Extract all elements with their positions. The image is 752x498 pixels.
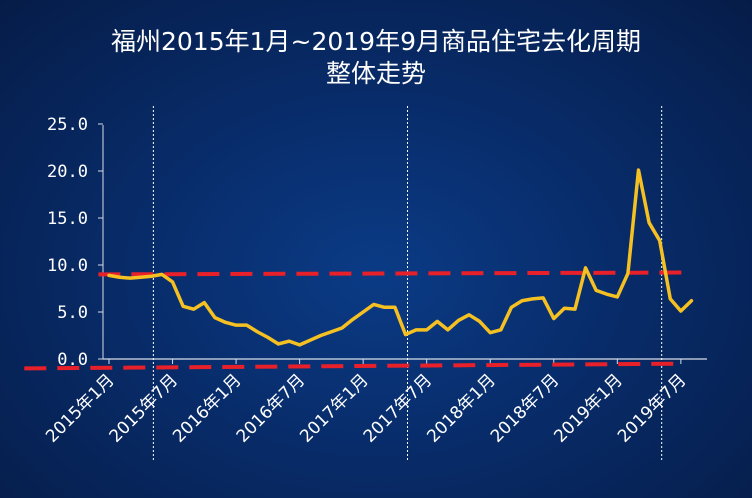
series-point [351, 318, 354, 321]
chart-title: 福州2015年1月~2019年9月商品住宅去化周期 整体走势 [0, 26, 752, 90]
series-point [362, 311, 364, 313]
series-point [669, 298, 672, 300]
series-point [372, 303, 375, 306]
series-point [627, 272, 629, 275]
series-point [118, 276, 121, 279]
series-point [584, 267, 587, 269]
series-point [680, 310, 682, 312]
series-point [394, 306, 396, 309]
series-point [415, 329, 417, 331]
series-point [521, 299, 523, 302]
series-point [552, 317, 555, 320]
chart-title-line-1: 福州2015年1月~2019年9月商品住宅去化周期 [110, 27, 641, 56]
series-point [637, 169, 640, 171]
series-point [288, 340, 290, 342]
series-point [235, 324, 237, 326]
x-tick-label: 2019年7月 [614, 370, 690, 446]
reference-dashed-line [24, 361, 681, 371]
series-point [192, 308, 195, 310]
series-point [648, 221, 650, 224]
series-point [383, 306, 386, 309]
series-point [510, 306, 513, 309]
series-point [447, 329, 449, 331]
series-point [320, 334, 322, 337]
series-point [478, 320, 481, 323]
series-point [108, 274, 110, 277]
series-point [616, 296, 619, 298]
series-point [468, 314, 470, 316]
series-point [489, 331, 492, 334]
series-point [224, 321, 227, 324]
y-tick-label: 20.0 [47, 162, 88, 182]
series-point [298, 344, 301, 346]
series-point [500, 329, 502, 331]
series-point [182, 305, 184, 308]
y-tick-label: 25.0 [47, 115, 88, 135]
series-point [436, 320, 439, 323]
series-line [107, 168, 694, 347]
series-point [690, 299, 693, 302]
series-point [203, 301, 206, 304]
y-tick-label: 10.0 [47, 256, 88, 276]
series-point [267, 336, 269, 339]
series-point [563, 307, 566, 310]
reference-dashed-line [98, 270, 692, 277]
series-point [277, 343, 280, 345]
series-point [139, 276, 142, 279]
series-point [404, 333, 407, 336]
series-point [425, 329, 428, 331]
series-point [214, 316, 216, 319]
chart-title-line-2: 整体走势 [325, 59, 426, 88]
series-point [542, 297, 544, 299]
y-tick-label: 5.0 [57, 303, 88, 323]
series-point [531, 298, 534, 300]
series-point [309, 339, 312, 342]
series-point [129, 277, 131, 279]
series-point [605, 293, 608, 295]
series-point [245, 324, 248, 326]
series-point [341, 327, 343, 329]
series-point [574, 308, 576, 310]
series-point [457, 319, 460, 322]
y-tick-label: 15.0 [47, 209, 88, 229]
y-tick-label: 0.0 [57, 350, 88, 370]
series-point [330, 330, 333, 333]
series-point [171, 281, 174, 283]
series-point [256, 330, 259, 333]
series-point [150, 275, 153, 278]
series-point [595, 289, 597, 292]
series-point [658, 239, 661, 242]
series-point [161, 273, 163, 276]
